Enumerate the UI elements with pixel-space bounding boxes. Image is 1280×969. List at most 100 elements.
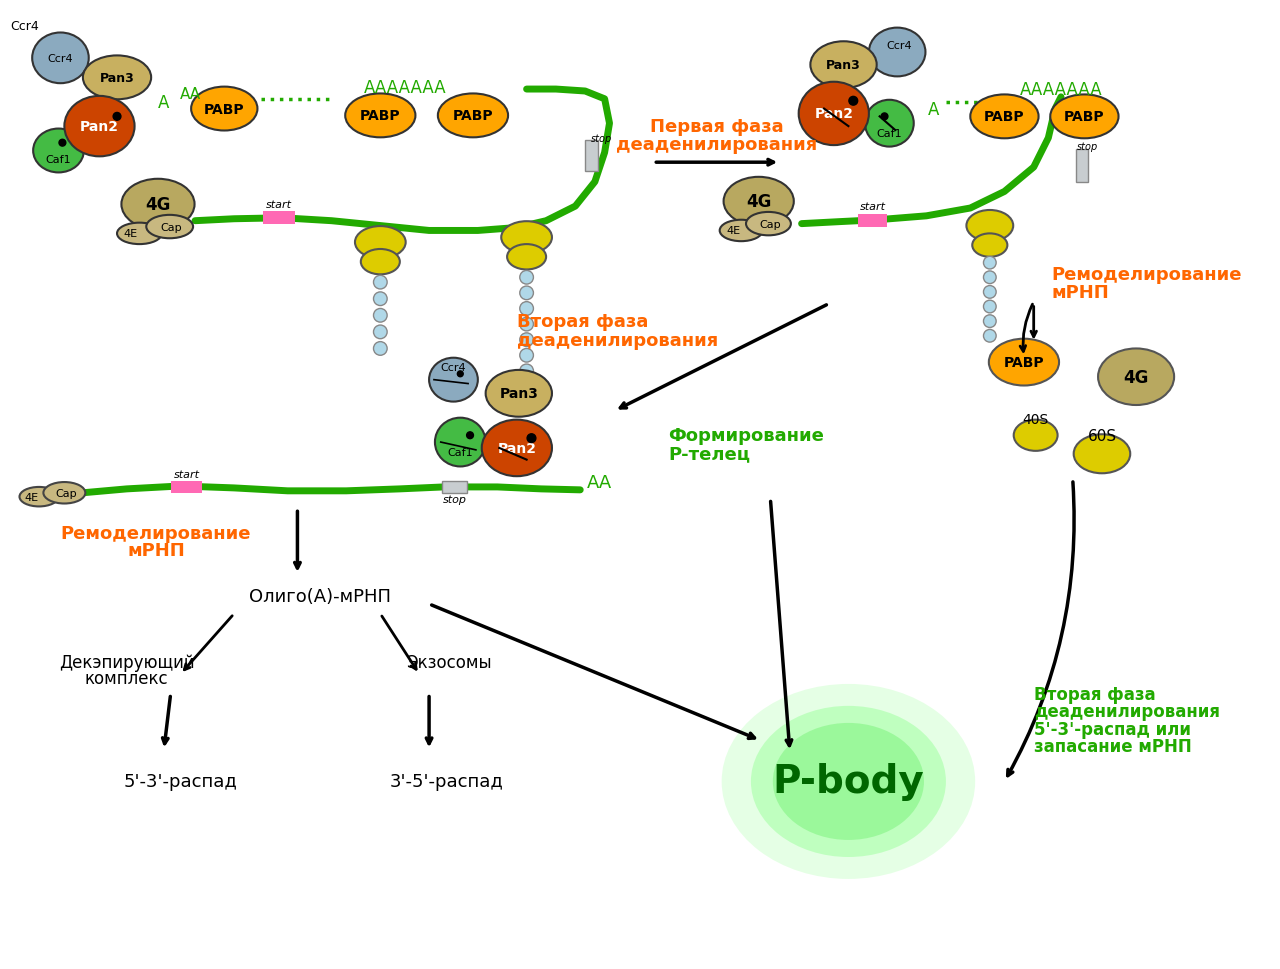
Text: 4G: 4G — [746, 193, 772, 211]
Circle shape — [849, 97, 858, 106]
Ellipse shape — [19, 487, 59, 507]
Ellipse shape — [346, 94, 416, 139]
Text: Экзосомы: Экзосомы — [406, 654, 492, 672]
Circle shape — [520, 364, 534, 378]
Text: PABP: PABP — [360, 109, 401, 123]
Text: Pan3: Pan3 — [100, 72, 134, 84]
Ellipse shape — [869, 28, 925, 78]
Text: запасание мРНП: запасание мРНП — [1034, 737, 1192, 756]
Bar — [858, 215, 887, 228]
Text: Pan2: Pan2 — [814, 108, 854, 121]
Text: мРНП: мРНП — [1051, 284, 1108, 301]
Text: Декэпирующий: Декэпирующий — [59, 654, 195, 672]
Text: Caf1: Caf1 — [877, 129, 902, 139]
Ellipse shape — [146, 216, 193, 239]
Ellipse shape — [438, 94, 508, 139]
Bar — [442, 481, 467, 494]
Text: 4E: 4E — [124, 229, 138, 239]
Circle shape — [520, 380, 534, 394]
Circle shape — [113, 113, 120, 121]
Text: A: A — [159, 94, 169, 111]
Text: 5'-3'-распад или: 5'-3'-распад или — [1034, 720, 1190, 738]
Circle shape — [374, 342, 387, 356]
Circle shape — [983, 257, 996, 269]
Text: AA: AA — [179, 87, 201, 103]
Text: start: start — [860, 202, 886, 212]
Ellipse shape — [1074, 435, 1130, 474]
Text: PABP: PABP — [204, 103, 244, 116]
Circle shape — [374, 309, 387, 323]
Circle shape — [467, 432, 474, 439]
Text: Ccr4: Ccr4 — [47, 54, 73, 64]
Ellipse shape — [355, 227, 406, 259]
Circle shape — [520, 271, 534, 285]
Circle shape — [374, 326, 387, 339]
Ellipse shape — [361, 250, 399, 275]
Text: stop: stop — [443, 494, 466, 504]
Circle shape — [983, 330, 996, 343]
Ellipse shape — [1098, 349, 1174, 406]
Ellipse shape — [719, 221, 763, 242]
Text: AA: AA — [588, 474, 612, 491]
Text: P-body: P-body — [773, 763, 924, 800]
Text: Ccr4: Ccr4 — [440, 362, 466, 373]
Ellipse shape — [865, 101, 914, 147]
Text: Ремоделирование: Ремоделирование — [60, 524, 251, 543]
Circle shape — [457, 371, 463, 377]
Ellipse shape — [723, 177, 794, 227]
Text: Pan2: Pan2 — [79, 120, 119, 134]
Ellipse shape — [191, 87, 257, 132]
Text: 5'-3'-распад: 5'-3'-распад — [123, 772, 237, 791]
Ellipse shape — [507, 245, 547, 270]
Text: PABP: PABP — [1064, 110, 1105, 124]
Ellipse shape — [481, 421, 552, 477]
Ellipse shape — [116, 224, 161, 245]
Ellipse shape — [122, 179, 195, 231]
Text: stop: stop — [1076, 141, 1098, 151]
Text: 4E: 4E — [24, 492, 38, 502]
Text: деаденилирования: деаденилирования — [517, 331, 718, 349]
Circle shape — [881, 113, 888, 121]
Text: Р-телец: Р-телец — [668, 445, 750, 462]
Ellipse shape — [810, 43, 877, 89]
Text: Cap: Cap — [161, 222, 183, 233]
Ellipse shape — [746, 213, 791, 236]
Ellipse shape — [1051, 95, 1119, 140]
Circle shape — [520, 287, 534, 300]
Circle shape — [983, 300, 996, 314]
Text: AAAAAAA: AAAAAAA — [1020, 81, 1102, 99]
Text: AAAAAAA: AAAAAAA — [364, 79, 445, 97]
Ellipse shape — [1014, 421, 1057, 452]
Text: 4G: 4G — [1124, 368, 1148, 387]
Circle shape — [374, 276, 387, 290]
Text: 4G: 4G — [146, 196, 170, 214]
Text: Pan3: Pan3 — [499, 387, 538, 401]
Text: Ccr4: Ccr4 — [886, 41, 911, 51]
Ellipse shape — [64, 97, 134, 157]
Ellipse shape — [751, 706, 946, 858]
Circle shape — [527, 434, 536, 443]
Text: stop: stop — [591, 134, 612, 143]
Text: start: start — [266, 200, 292, 210]
Bar — [585, 141, 598, 172]
Text: Олиго(А)-мРНП: Олиго(А)-мРНП — [248, 587, 390, 606]
Ellipse shape — [83, 56, 151, 100]
Text: Caf1: Caf1 — [448, 448, 474, 457]
Text: 3'-5'-распад: 3'-5'-распад — [389, 772, 503, 791]
Ellipse shape — [966, 210, 1014, 242]
Text: деаденилирования: деаденилирования — [616, 136, 818, 153]
Ellipse shape — [32, 34, 88, 84]
Text: Вторая фаза: Вторая фаза — [517, 313, 648, 330]
Circle shape — [520, 302, 534, 316]
Circle shape — [520, 318, 534, 331]
Text: 4E: 4E — [726, 226, 740, 236]
Text: Первая фаза: Первая фаза — [650, 118, 783, 136]
Text: Cap: Cap — [759, 219, 781, 230]
Ellipse shape — [435, 419, 485, 467]
Circle shape — [520, 333, 534, 347]
Text: A: A — [928, 101, 940, 118]
Text: Pan2: Pan2 — [498, 442, 536, 455]
Circle shape — [59, 141, 65, 147]
Circle shape — [983, 316, 996, 328]
Circle shape — [520, 349, 534, 362]
